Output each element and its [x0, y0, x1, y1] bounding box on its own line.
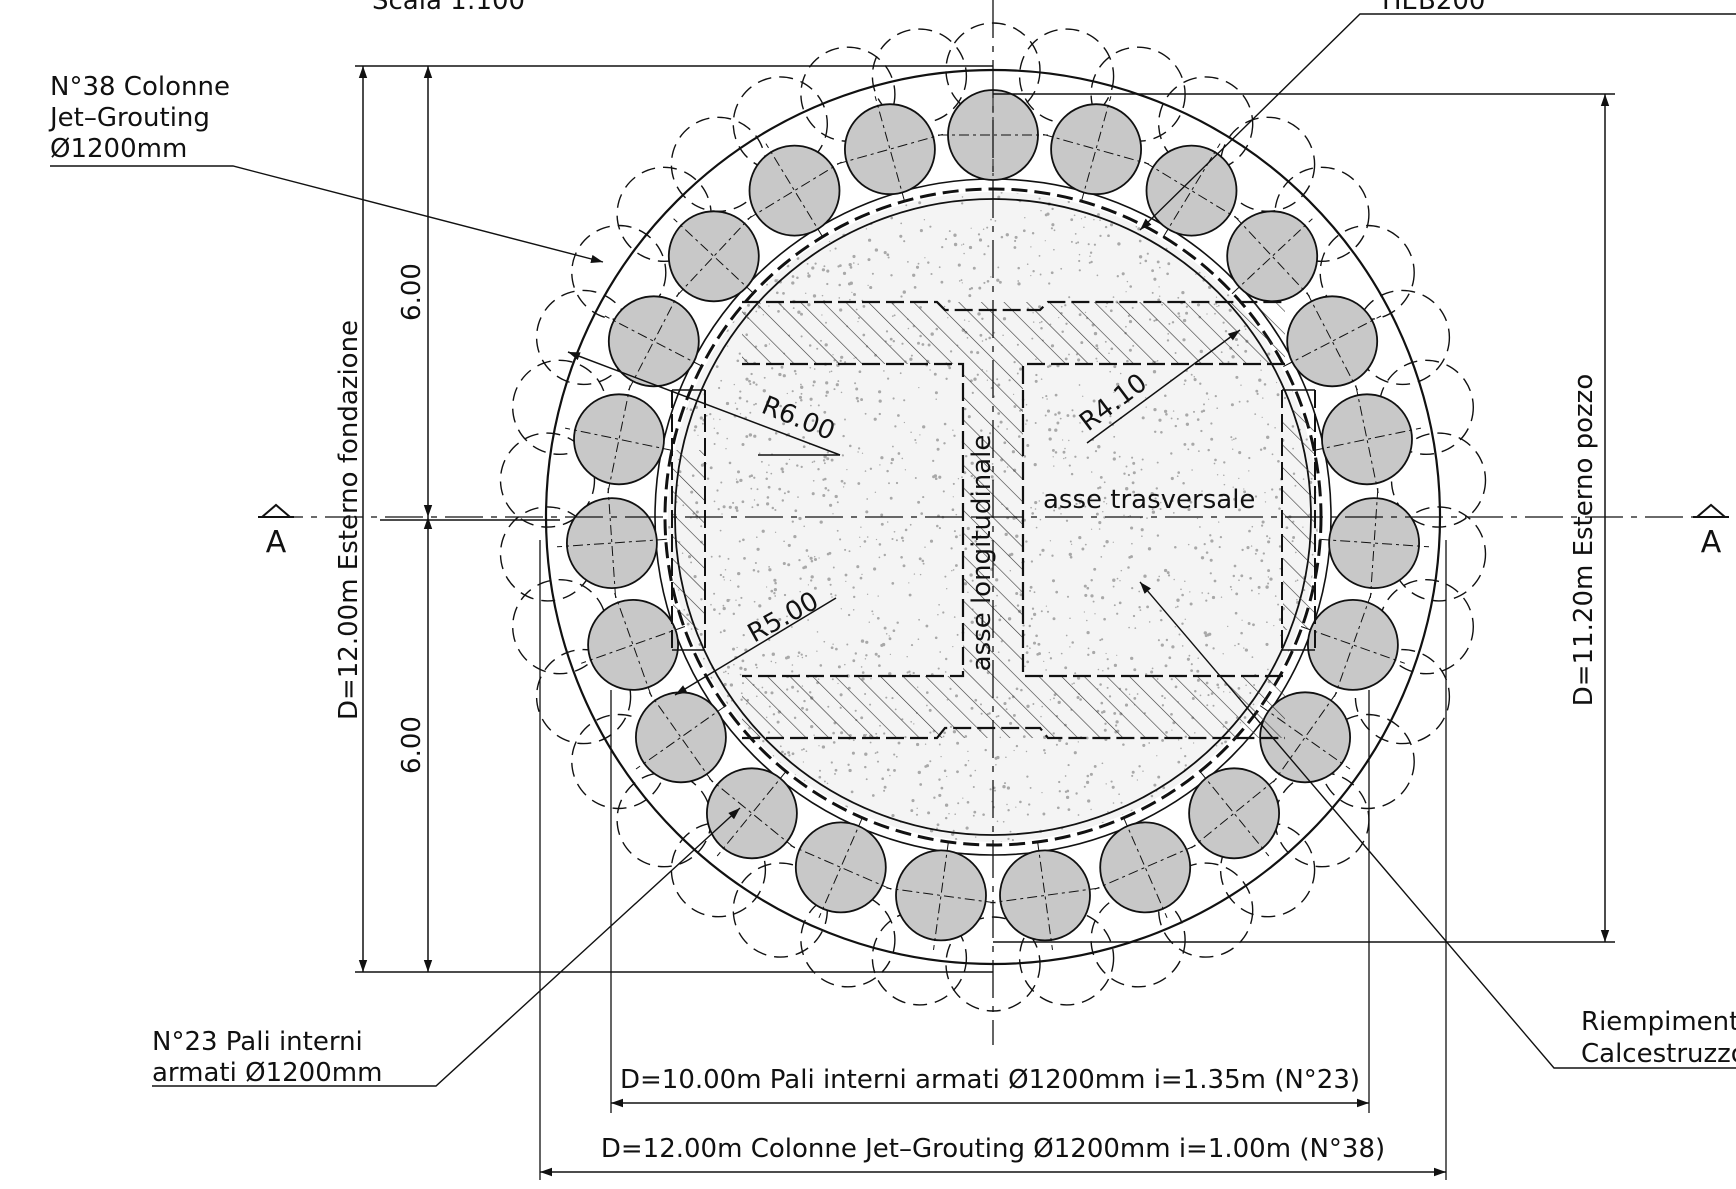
inner-pile: [635, 691, 727, 784]
jet-note-line2: Jet–Grouting: [48, 103, 210, 133]
fill-note-line1: Riempimento: [1581, 1007, 1736, 1037]
axis-longitudinal-label: asse longitudinale: [967, 435, 997, 672]
inner-pile: [990, 840, 1100, 950]
jet-column: [1390, 432, 1487, 528]
inner-pile: [604, 292, 703, 391]
dimension-right: D=11.20m Esterno pozzo: [993, 93, 1615, 943]
dim-bottom-jet-label: D=12.00m Colonne Jet–Grouting Ø1200mm i=…: [601, 1134, 1385, 1164]
dim-half-bottom-label: 6.00: [397, 716, 427, 774]
piles-note-line1: N°23 Pali interni: [152, 1027, 363, 1057]
note-jet-grouting: N°38 Colonne Jet–Grouting Ø1200mm: [48, 72, 604, 264]
section-mark-right-label: A: [1701, 525, 1722, 560]
inner-pile: [790, 816, 892, 918]
inner-pile: [886, 840, 996, 950]
note-concrete-fill: Riempimento Calcestruzzo: [1139, 581, 1736, 1069]
inner-pile: [556, 488, 667, 598]
inner-pile: [564, 385, 673, 494]
scale-label: Scala 1:100: [372, 0, 525, 16]
jet-column: [1157, 862, 1254, 958]
inner-pile: [747, 143, 842, 238]
inner-pile: [836, 96, 944, 203]
axis-transversal-label: asse trasversale: [1043, 485, 1255, 515]
inner-pile: [581, 592, 686, 697]
fill-note-line2: Calcestruzzo: [1581, 1039, 1736, 1069]
note-inner-piles: N°23 Pali interni armati Ø1200mm: [152, 807, 741, 1088]
dim-bottom-piles-label: D=10.00m Pali interni armati Ø1200mm i=1…: [620, 1065, 1360, 1095]
jet-column: [1378, 579, 1475, 675]
jet-column: [1319, 713, 1415, 810]
center-axes: [265, 0, 1720, 1045]
jet-column: [1390, 506, 1487, 602]
jet-column: [499, 432, 596, 528]
section-mark-left-label: A: [266, 525, 287, 560]
inner-pile: [706, 767, 798, 860]
inner-pile: [1188, 767, 1280, 860]
inner-pile: [1094, 816, 1196, 918]
jet-column: [1354, 648, 1451, 745]
inner-pile: [667, 210, 760, 303]
note-heb200: HEB200: [1139, 0, 1736, 231]
jet-note-line1: N°38 Colonne: [50, 72, 230, 102]
inner-pile: [1313, 385, 1422, 494]
inner-piles-ring: [556, 80, 1430, 950]
beam-label: HEB200: [1382, 0, 1485, 16]
inner-pile: [1226, 210, 1319, 303]
jet-column: [1378, 359, 1475, 455]
piles-note-line2: armati Ø1200mm: [152, 1058, 382, 1088]
section-mark-right: A: [1693, 503, 1729, 560]
inner-pile: [1300, 592, 1405, 697]
inner-pile: [1319, 488, 1430, 598]
dim-left-label: D=12.00m Esterno fondazione: [334, 320, 364, 720]
jet-column: [535, 648, 632, 745]
dim-half-top-label: 6.00: [397, 263, 427, 321]
inner-pile: [1042, 96, 1150, 203]
inner-pile: [1283, 292, 1382, 391]
dimension-left: D=12.00m Esterno fondazione 6.00 6.00: [334, 65, 993, 973]
jet-note-line3: Ø1200mm: [50, 134, 187, 164]
dimension-bottom: D=10.00m Pali interni armati Ø1200mm i=1…: [539, 540, 1447, 1180]
jet-column: [1354, 289, 1451, 386]
dim-right-label: D=11.20m Esterno pozzo: [1569, 374, 1599, 707]
section-mark-left: A: [258, 503, 294, 560]
inner-pile: [1144, 143, 1239, 238]
